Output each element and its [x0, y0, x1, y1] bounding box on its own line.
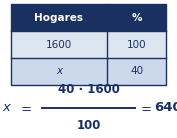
Bar	[11, 4, 166, 31]
Text: %: %	[132, 13, 142, 23]
Text: $=$: $=$	[18, 101, 32, 114]
Text: $=$: $=$	[138, 101, 152, 114]
Bar	[11, 4, 166, 85]
Text: 100: 100	[76, 119, 101, 132]
Text: 1600: 1600	[46, 39, 72, 50]
Text: 40 · 1600: 40 · 1600	[58, 83, 119, 96]
Bar	[11, 31, 166, 58]
Text: 40: 40	[130, 66, 143, 76]
Text: 100: 100	[127, 39, 147, 50]
Text: $x$: $x$	[2, 101, 12, 114]
Text: 640: 640	[154, 101, 177, 114]
Text: Hogares: Hogares	[34, 13, 83, 23]
Bar	[11, 58, 166, 85]
Text: x: x	[56, 66, 62, 76]
